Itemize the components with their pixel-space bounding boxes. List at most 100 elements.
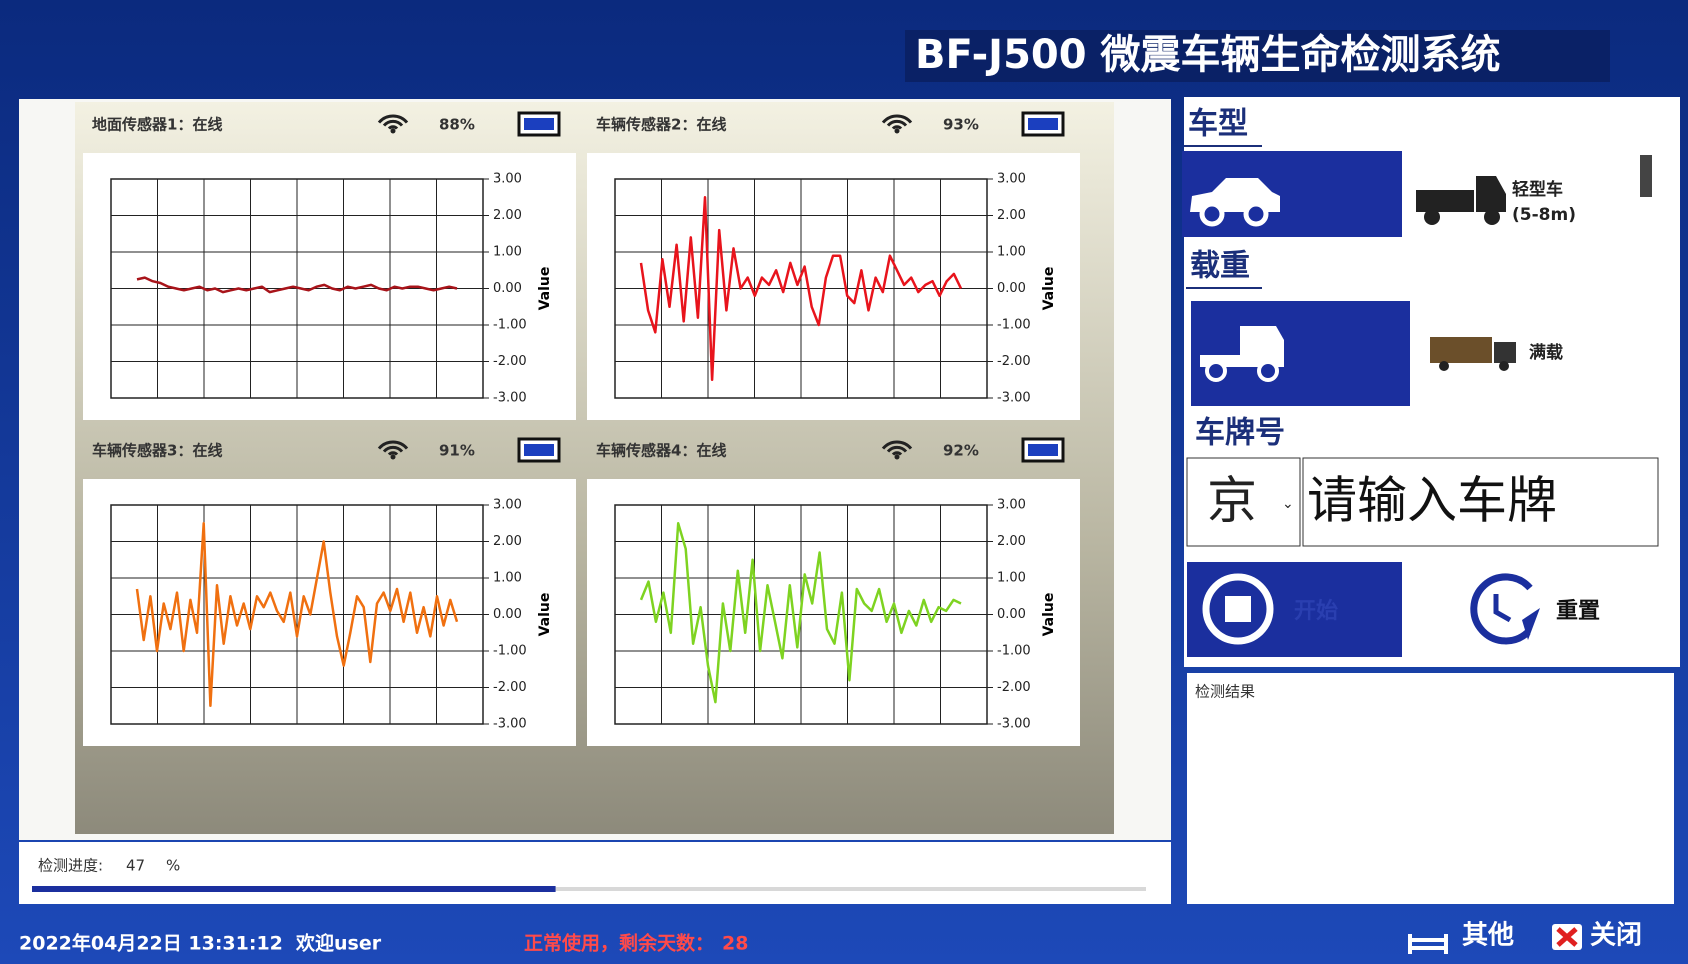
wifi-icon [894,454,900,460]
y-tick-label: 2.00 [493,534,522,549]
y-tick-label: -2.00 [493,354,527,369]
car-icon [1190,178,1280,227]
wifi-icon [390,128,396,134]
y-tick-label: 1.00 [493,571,522,586]
sensor-label: 车辆传感器4：在线 [596,442,726,460]
signal-line [136,276,458,294]
y-tick-label: 2.00 [493,208,522,223]
wifi-icon [891,125,903,130]
province: 京 [1207,472,1257,530]
status: 正常使用，剩余天数： [524,932,714,955]
y-axis-label: Value [1041,593,1057,637]
loaded-truck-icon [1430,337,1516,371]
y-tick-label: -1.00 [493,318,527,333]
signal-line [135,522,459,708]
battery-icon [1028,444,1058,456]
start-icon [1225,596,1251,622]
dropdown-caret: ⌄ [1282,496,1294,512]
wifi-icon [377,440,409,450]
y-tick-label: -1.00 [493,644,527,659]
close-icon [1556,927,1578,947]
result-box [1187,673,1674,904]
tractor-icon [1200,326,1284,382]
plate-label: 车牌号 [1195,416,1285,451]
load-label: 载重 [1190,249,1250,284]
wifi-icon [382,119,404,127]
province-select[interactable] [1186,457,1301,547]
vehicle-type-label: 车型 [1188,107,1248,142]
y-tick-label: -2.00 [997,680,1031,695]
other-button[interactable]: 其他 [1462,921,1514,951]
progress-panel [19,842,1171,904]
progress-label: 检测进度: [38,857,103,875]
datetime: 2022年04月22日 13:31:12 [19,932,283,955]
wifi-icon [377,114,409,124]
wifi-icon [881,114,913,124]
y-tick-label: 3.00 [493,172,522,187]
wifi-icon [894,128,900,134]
y-tick-label: 2.00 [997,534,1026,549]
y-tick-label: 2.00 [997,208,1026,223]
battery-icon [524,118,554,130]
y-tick-label: -1.00 [997,318,1031,333]
y-tick-label: 3.00 [997,498,1026,513]
sensor-grid: 地面传感器1：在线 88% 3.00 2.00 1.00 0.00 -1.00 -2.00 -3… [83,111,1080,746]
y-tick-label: -1.00 [997,644,1031,659]
signal-line [639,196,963,382]
y-tick-label: 0.00 [997,607,1026,622]
sensor-label: 车辆传感器3：在线 [92,442,222,460]
close-button[interactable]: 关闭 [1590,921,1642,951]
wifi-icon [886,445,908,453]
y-axis-label: Value [537,267,553,311]
y-tick-label: 0.00 [997,281,1026,296]
progress-track [32,887,1146,891]
wifi-icon [390,454,396,460]
reset-icon [1493,594,1512,623]
reset-icon [1470,573,1533,645]
battery-icon [1028,118,1058,130]
scrollbar[interactable] [1640,155,1652,197]
sensor-label: 地面传感器1：在线 [92,116,222,134]
sensor-label: 车辆传感器2：在线 [596,116,726,134]
load: 满载 [1529,342,1563,363]
wifi-icon [886,119,908,127]
load-option-selected[interactable] [1191,301,1410,406]
wifi-icon [387,451,399,456]
start-text: 开始 [1294,598,1338,624]
signal-strength: 92% [943,442,979,460]
y-tick-label: 3.00 [997,172,1026,187]
app-title: BF-J500 微震车辆生命检测系统 [915,32,1501,78]
truck-icon [1416,176,1506,225]
days-left: 28 [722,933,748,955]
wifi-icon [881,440,913,450]
y-tick-label: -3.00 [493,717,527,732]
signal-strength: 93% [943,116,979,134]
battery-icon [524,444,554,456]
y-tick-label: -3.00 [997,717,1031,732]
plate-placeholder: 请输入车牌 [1307,472,1557,530]
result-label: 检测结果 [1195,683,1255,701]
wifi-icon [891,451,903,456]
signal-line [639,522,962,704]
plate-input[interactable] [1302,457,1659,547]
y-axis-label: Value [537,593,553,637]
progress-fill [32,886,556,892]
y-tick-label: 0.00 [493,607,522,622]
y-tick-label: 3.00 [493,498,522,513]
wifi-icon [387,125,399,130]
y-tick-label: -2.00 [493,680,527,695]
signal-strength: 91% [439,442,475,460]
y-tick-label: 1.00 [997,571,1026,586]
progress-unit: % [166,857,180,875]
y-tick-label: 1.00 [493,245,522,260]
vehicle-type: 轻型车 [1512,179,1563,200]
reset-text: 重置 [1556,599,1600,624]
progress-value: 47 [126,857,145,875]
reset-button[interactable] [1445,562,1666,657]
start-icon [1202,573,1274,645]
other-icon [1408,934,1448,954]
y-tick-label: -3.00 [493,391,527,406]
wifi-icon [382,445,404,453]
reset-icon [1522,608,1540,640]
